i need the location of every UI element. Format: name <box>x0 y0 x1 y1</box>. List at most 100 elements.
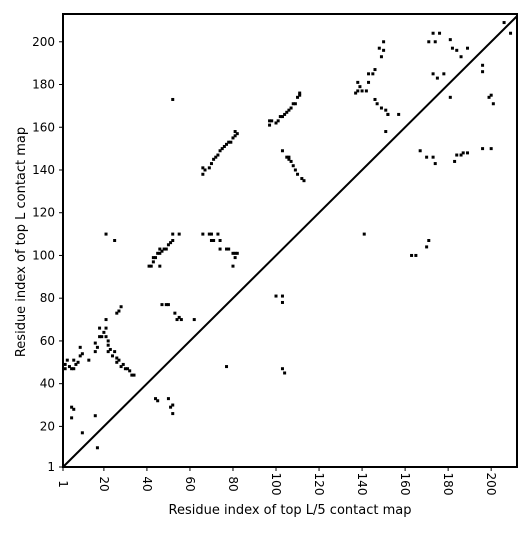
contact-point-upper <box>509 31 513 35</box>
contact-point-upper <box>158 247 162 251</box>
contact-point-lower <box>126 367 130 371</box>
contact-point-lower <box>74 362 78 366</box>
x-tick-label: 100 <box>269 473 283 496</box>
contact-point-upper <box>375 102 379 106</box>
contact-point-upper <box>481 147 485 151</box>
contact-point-upper <box>425 245 429 249</box>
contact-point-upper <box>160 249 164 253</box>
contact-point-lower <box>98 335 102 339</box>
contact-point-upper <box>379 106 383 110</box>
contact-point-upper <box>481 70 485 74</box>
contact-point-upper <box>448 38 452 42</box>
contact-point-upper <box>455 153 459 157</box>
diagonal-line <box>62 15 518 468</box>
contact-point-upper <box>382 48 386 52</box>
contact-point-lower <box>179 318 183 322</box>
contact-point-lower <box>119 365 123 369</box>
contact-point-upper <box>459 55 463 59</box>
contact-point-upper <box>466 151 470 155</box>
contact-point-upper <box>287 108 291 112</box>
contact-point-upper <box>384 130 388 134</box>
contact-point-upper <box>360 89 364 93</box>
contact-point-upper <box>466 46 470 50</box>
contact-point-upper <box>450 46 454 50</box>
contact-point-lower <box>166 397 170 401</box>
contact-point-lower <box>72 367 76 371</box>
contact-point-upper <box>225 142 229 146</box>
contact-point-lower <box>70 405 74 409</box>
contact-point-upper <box>367 80 371 84</box>
contact-point-upper <box>220 147 224 151</box>
contact-point-upper <box>367 72 371 76</box>
contact-point-upper <box>356 80 360 84</box>
contact-point-upper <box>201 172 205 176</box>
contact-point-lower <box>166 303 170 307</box>
contact-point-lower <box>175 318 179 322</box>
contact-point-upper <box>171 239 175 242</box>
contact-point-upper <box>177 232 181 236</box>
contact-point-upper <box>283 112 287 116</box>
contact-point-lower <box>115 360 119 364</box>
contact-point-upper <box>373 97 377 101</box>
contact-point-upper <box>231 251 235 255</box>
contact-point-lower <box>173 311 177 315</box>
contact-point-upper <box>433 40 437 44</box>
contact-point-upper <box>209 232 213 236</box>
contact-point-upper <box>371 72 375 76</box>
contact-point-lower <box>274 294 278 298</box>
contact-point-upper <box>285 110 289 114</box>
contact-point-upper <box>481 63 485 67</box>
contact-point-upper <box>209 239 213 242</box>
contact-point-upper <box>156 251 160 255</box>
contact-point-upper <box>233 251 237 255</box>
contact-point-upper <box>427 239 431 242</box>
contact-point-lower <box>104 318 108 322</box>
contact-point-upper <box>214 155 218 159</box>
plot-frame <box>62 13 518 468</box>
y-tick-label: 40 <box>40 377 55 391</box>
contact-point-lower <box>80 352 84 356</box>
contact-point-upper <box>225 247 229 251</box>
contact-point-lower <box>171 412 175 416</box>
contact-point-lower <box>280 300 284 304</box>
contact-point-upper <box>212 239 216 242</box>
contact-point-lower <box>98 326 102 330</box>
contact-point-upper <box>151 256 155 260</box>
contact-point-upper <box>151 260 155 264</box>
contact-point-upper <box>280 149 284 153</box>
contact-point-upper <box>431 155 435 159</box>
contact-point-upper <box>296 95 300 99</box>
contact-point-upper <box>227 247 231 251</box>
contact-point-upper <box>227 140 231 144</box>
contact-point-upper <box>162 247 166 251</box>
contact-point-lower <box>154 397 158 401</box>
contact-point-lower <box>106 343 110 347</box>
contact-point-upper <box>274 121 278 125</box>
contact-point-upper <box>104 232 108 236</box>
contact-point-upper <box>147 264 151 268</box>
contact-point-upper <box>431 72 435 76</box>
contact-point-upper <box>293 102 297 106</box>
x-tick-label: 60 <box>183 476 197 491</box>
x-tick-label: 120 <box>312 473 326 496</box>
contact-point-upper <box>164 247 168 251</box>
contact-point-upper <box>278 115 282 119</box>
contact-point-upper <box>487 95 491 99</box>
contact-point-lower <box>104 335 108 339</box>
x-tick-label: 80 <box>226 476 240 491</box>
contact-point-lower <box>128 369 132 373</box>
contact-point-upper <box>218 149 222 153</box>
contact-point-lower <box>280 367 284 371</box>
contact-point-upper <box>233 256 237 260</box>
contact-point-lower <box>171 403 175 407</box>
contact-point-upper <box>231 136 235 140</box>
contact-point-lower <box>164 303 168 307</box>
contact-point-upper <box>171 97 175 101</box>
contact-point-upper <box>235 132 239 136</box>
contact-point-upper <box>425 155 429 159</box>
contact-point-upper <box>158 251 162 255</box>
y-tick-label: 200 <box>32 35 55 49</box>
contact-point-upper <box>431 31 435 35</box>
